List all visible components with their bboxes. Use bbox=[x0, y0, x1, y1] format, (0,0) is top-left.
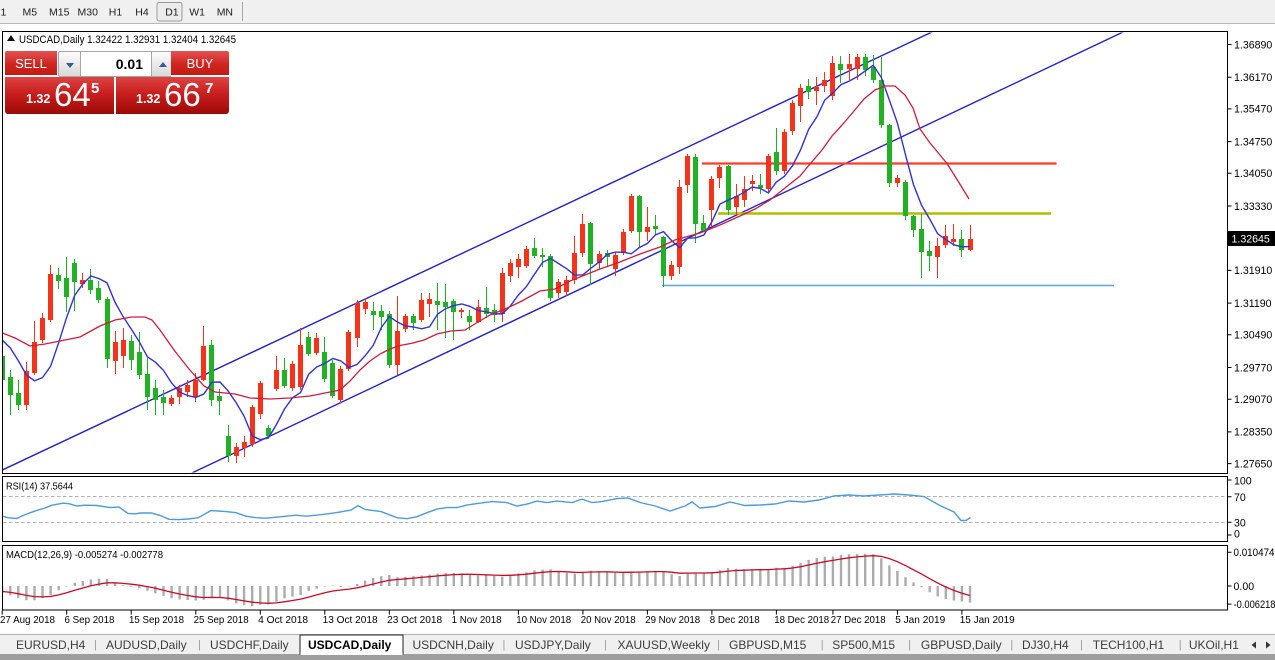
svg-text:23 Oct 2018: 23 Oct 2018 bbox=[387, 615, 442, 626]
svg-text:27 Aug 2018: 27 Aug 2018 bbox=[0, 615, 55, 626]
svg-text:10 Nov 2018: 10 Nov 2018 bbox=[516, 615, 571, 626]
svg-text:XAUUSD,Weekly: XAUUSD,Weekly bbox=[618, 638, 710, 652]
svg-text:8 Dec 2018: 8 Dec 2018 bbox=[710, 615, 760, 626]
svg-text:18 Dec 2018: 18 Dec 2018 bbox=[774, 615, 829, 626]
svg-text:|: | bbox=[94, 639, 97, 651]
svg-text:|: | bbox=[908, 639, 911, 651]
svg-text:0: 0 bbox=[1234, 529, 1240, 541]
svg-text:1.32645: 1.32645 bbox=[1232, 233, 1270, 245]
svg-text:|: | bbox=[717, 639, 720, 651]
svg-text:1.36890: 1.36890 bbox=[1234, 39, 1272, 51]
svg-text:W1: W1 bbox=[189, 7, 205, 19]
svg-text:6 Sep 2018: 6 Sep 2018 bbox=[65, 615, 115, 626]
svg-text:1.34750: 1.34750 bbox=[1234, 136, 1272, 148]
svg-text:100: 100 bbox=[1234, 476, 1252, 488]
svg-text:DJ30,H4: DJ30,H4 bbox=[1022, 638, 1069, 652]
svg-text:1 Nov 2018: 1 Nov 2018 bbox=[452, 615, 502, 626]
svg-text:20 Nov 2018: 20 Nov 2018 bbox=[581, 615, 636, 626]
svg-text:|: | bbox=[1010, 639, 1013, 651]
svg-text:1.33330: 1.33330 bbox=[1234, 201, 1272, 213]
svg-text:RSI(14) 37.5644: RSI(14) 37.5644 bbox=[6, 482, 73, 493]
svg-text:1.34050: 1.34050 bbox=[1234, 168, 1272, 180]
svg-text:0.00: 0.00 bbox=[1234, 581, 1255, 593]
svg-text:M5: M5 bbox=[23, 7, 38, 19]
svg-text:M30: M30 bbox=[78, 7, 99, 19]
svg-text:0.010474: 0.010474 bbox=[1234, 547, 1275, 559]
svg-text:1.31910: 1.31910 bbox=[1234, 265, 1272, 277]
svg-text:1.35470: 1.35470 bbox=[1234, 104, 1272, 116]
svg-text:25 Sep 2018: 25 Sep 2018 bbox=[194, 615, 249, 626]
svg-text:|: | bbox=[821, 639, 824, 651]
svg-text:|: | bbox=[503, 639, 506, 651]
svg-text:TECH100,H1: TECH100,H1 bbox=[1093, 638, 1165, 652]
svg-text:29 Nov 2018: 29 Nov 2018 bbox=[645, 615, 700, 626]
svg-text:1.36170: 1.36170 bbox=[1234, 72, 1272, 84]
svg-text:USDCAD,Daily 1.32422 1.32931: USDCAD,Daily 1.32422 1.32931 1.32404 1.3… bbox=[19, 34, 236, 46]
svg-text:|: | bbox=[198, 639, 201, 651]
svg-text:|: | bbox=[1179, 639, 1182, 651]
svg-text:AUDUSD,Daily: AUDUSD,Daily bbox=[106, 638, 187, 652]
svg-text:USDCAD,Daily: USDCAD,Daily bbox=[308, 638, 392, 652]
svg-text:15 Jan 2019: 15 Jan 2019 bbox=[960, 615, 1015, 626]
svg-text:USDCNH,Daily: USDCNH,Daily bbox=[413, 638, 494, 652]
svg-text:MACD(12,26,9) -0.005274 -0.002: MACD(12,26,9) -0.005274 -0.002778 bbox=[6, 550, 163, 561]
svg-text:M1: M1 bbox=[0, 7, 7, 19]
svg-text:SP500,M15: SP500,M15 bbox=[832, 638, 895, 652]
svg-text:MN: MN bbox=[217, 7, 233, 19]
svg-text:1.30490: 1.30490 bbox=[1234, 330, 1272, 342]
svg-text:H4: H4 bbox=[135, 7, 149, 19]
svg-text:USDJPY,Daily: USDJPY,Daily bbox=[515, 638, 591, 652]
svg-text:4 Oct 2018: 4 Oct 2018 bbox=[258, 615, 308, 626]
svg-text:15 Sep 2018: 15 Sep 2018 bbox=[129, 615, 184, 626]
svg-text:|: | bbox=[604, 639, 607, 651]
svg-text:GBPUSD,M15: GBPUSD,M15 bbox=[729, 638, 807, 652]
svg-text:1.28350: 1.28350 bbox=[1234, 427, 1272, 439]
svg-text:1.29770: 1.29770 bbox=[1234, 362, 1272, 374]
svg-text:5 Jan 2019: 5 Jan 2019 bbox=[895, 615, 945, 626]
svg-text:30: 30 bbox=[1234, 518, 1246, 530]
svg-text:70: 70 bbox=[1234, 492, 1246, 504]
svg-text:USDCHF,Daily: USDCHF,Daily bbox=[210, 638, 289, 652]
svg-text:1.29070: 1.29070 bbox=[1234, 394, 1272, 406]
svg-text:EURUSD,H4: EURUSD,H4 bbox=[16, 638, 86, 652]
svg-text:GBPUSD,Daily: GBPUSD,Daily bbox=[921, 638, 1002, 652]
svg-text:27 Dec 2018: 27 Dec 2018 bbox=[831, 615, 886, 626]
svg-text:13 Oct 2018: 13 Oct 2018 bbox=[323, 615, 378, 626]
svg-text:1.31190: 1.31190 bbox=[1234, 298, 1272, 310]
svg-text:UKOil,H1: UKOil,H1 bbox=[1189, 638, 1239, 652]
svg-text:-0.006218: -0.006218 bbox=[1234, 599, 1275, 611]
svg-text:H1: H1 bbox=[109, 7, 123, 19]
svg-text:M15: M15 bbox=[49, 7, 70, 19]
svg-text:|: | bbox=[1080, 639, 1083, 651]
svg-text:1.27650: 1.27650 bbox=[1234, 458, 1272, 470]
svg-text:D1: D1 bbox=[165, 7, 179, 19]
